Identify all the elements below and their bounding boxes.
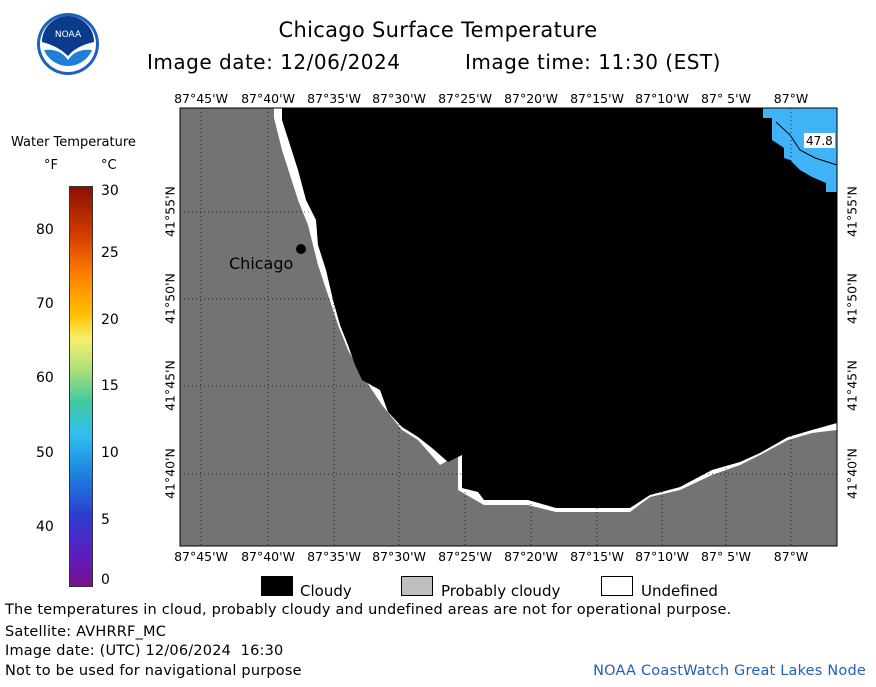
probably-cloudy-swatch	[401, 576, 433, 596]
fahrenheit-tick-label: 80	[36, 222, 54, 238]
celsius-tick-label: 10	[101, 445, 119, 461]
longitude-tick-label: 87°45'W	[174, 549, 228, 564]
latitude-tick-label: 41°40'N	[162, 448, 178, 499]
satellite-info: Satellite: AVHRRF_MC	[5, 624, 167, 640]
celsius-tick-label: 25	[101, 245, 119, 261]
longitude-tick-label: 87° 5'W	[701, 549, 751, 564]
fahrenheit-tick-label: 70	[36, 296, 54, 312]
utc-date: Image date: (UTC) 12/06/2024 16:30	[5, 643, 284, 659]
fahrenheit-tick-label: 60	[36, 370, 54, 386]
longitude-tick-label: 87°45'W	[174, 91, 228, 106]
longitude-tick-label: 87° 5'W	[701, 91, 751, 106]
colorbar	[69, 186, 93, 587]
longitude-tick-label: 87°40'W	[241, 549, 295, 564]
celsius-tick-label: 15	[101, 378, 119, 394]
latitude-tick-label: 41°40'N	[844, 448, 860, 499]
celsius-tick-label: 5	[101, 512, 110, 528]
longitude-tick-label: 87°10'W	[635, 549, 689, 564]
temperature-contour	[775, 121, 838, 166]
noaa-logo: NOAA	[36, 12, 100, 76]
legend-probably-cloudy: Probably cloudy	[441, 582, 561, 600]
latitude-tick-label: 41°45'N	[844, 360, 860, 411]
map-frame	[179, 107, 838, 547]
temperature-label: 47.8	[806, 134, 833, 148]
longitude-tick-label: 87°30'W	[372, 549, 426, 564]
legend-cloudy: Cloudy	[300, 582, 352, 600]
fahrenheit-tick-label: 40	[36, 519, 54, 535]
page-title: Chicago Surface Temperature	[278, 18, 598, 42]
longitude-tick-label: 87°20'W	[504, 91, 558, 106]
latitude-tick-label: 41°45'N	[162, 360, 178, 411]
celsius-tick-label: 20	[101, 312, 119, 328]
unit-celsius: °C	[101, 158, 117, 173]
latitude-tick-label: 41°55'N	[162, 186, 178, 237]
undefined-swatch	[601, 576, 633, 596]
longitude-tick-label: 87°15'W	[570, 91, 624, 106]
logo-text: NOAA	[55, 30, 82, 40]
latitude-tick-label: 41°55'N	[844, 186, 860, 237]
latitude-tick-label: 41°50'N	[844, 273, 860, 324]
fahrenheit-tick-label: 50	[36, 445, 54, 461]
longitude-tick-label: 87°30'W	[372, 91, 426, 106]
image-time: Image time: 11:30 (EST)	[465, 50, 721, 74]
latitude-tick-label: 41°50'N	[162, 273, 178, 324]
longitude-tick-label: 87°15'W	[570, 549, 624, 564]
legend-undefined: Undefined	[641, 582, 718, 600]
navigation-warning: Not to be used for navigational purpose	[5, 663, 302, 679]
credit-link[interactable]: NOAA CoastWatch Great Lakes Node	[593, 663, 866, 679]
longitude-tick-label: 87°W	[773, 549, 809, 564]
longitude-tick-label: 87°W	[773, 91, 809, 106]
noaa-logo-icon: NOAA	[37, 13, 99, 75]
colorbar-title: Water Temperature	[11, 135, 136, 150]
cloudy-area	[282, 108, 837, 508]
disclaimer: The temperatures in cloud, probably clou…	[5, 602, 732, 618]
cloudy-swatch	[261, 576, 293, 596]
longitude-tick-label: 87°20'W	[504, 549, 558, 564]
city-label: Chicago	[229, 254, 293, 273]
chicago-marker	[296, 244, 306, 254]
image-date: Image date: 12/06/2024	[147, 50, 401, 74]
longitude-tick-label: 87°35'W	[307, 91, 361, 106]
longitude-tick-label: 87°25'W	[438, 549, 492, 564]
longitude-tick-label: 87°35'W	[307, 549, 361, 564]
celsius-tick-label: 30	[101, 183, 119, 199]
longitude-tick-label: 87°10'W	[635, 91, 689, 106]
longitude-tick-label: 87°40'W	[241, 91, 295, 106]
longitude-tick-label: 87°25'W	[438, 91, 492, 106]
graticule	[180, 108, 837, 546]
celsius-tick-label: 0	[101, 572, 110, 588]
temperature-label-box	[804, 133, 835, 148]
unit-fahrenheit: °F	[44, 158, 58, 173]
